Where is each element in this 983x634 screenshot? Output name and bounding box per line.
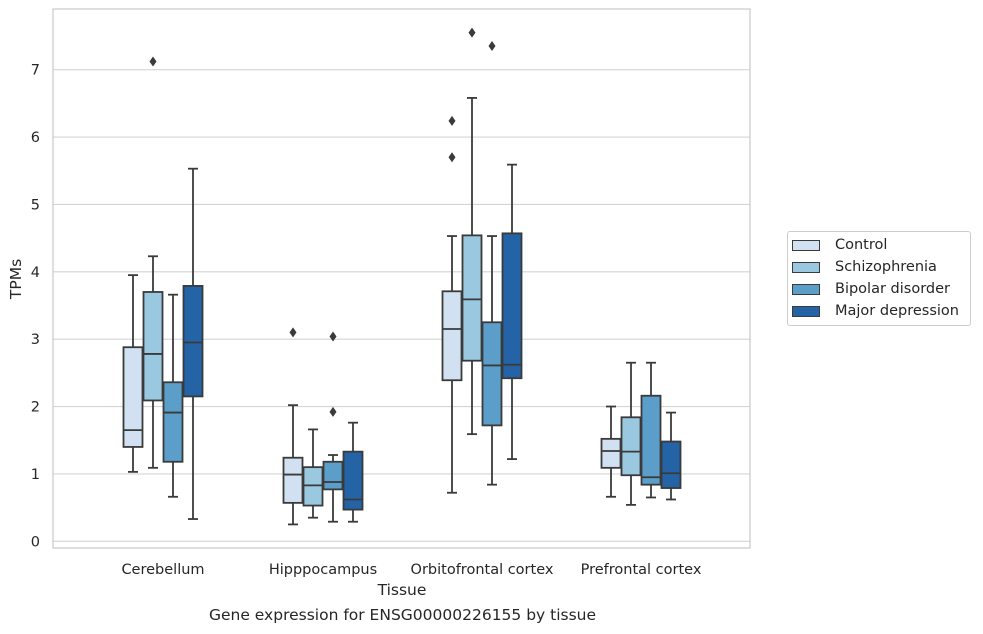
- y-tick-label-0: 0: [31, 534, 40, 550]
- x-tick-labels: Cerebellum Hipppocampus Orbitofrontal cort…: [121, 562, 701, 578]
- x-tick-label-cerebellum: Cerebellum: [121, 562, 204, 578]
- outlier-point: [468, 27, 476, 38]
- outlier-point: [289, 327, 297, 338]
- y-tick-labels: 0 1 2 3 4 5 6 7: [31, 63, 40, 551]
- box-body: [640, 394, 662, 486]
- legend-label-major-depression: Major depression: [835, 303, 959, 319]
- y-tick-label-2: 2: [31, 400, 40, 416]
- box-body: [600, 437, 622, 469]
- box-control-cerebellum: [122, 274, 144, 473]
- x-axis-label: Tissue: [377, 581, 427, 599]
- y-tick-label-7: 7: [31, 63, 40, 79]
- box-body: [660, 440, 682, 489]
- box-body: [461, 234, 483, 362]
- x-tick-label-hipppocampus: Hipppocampus: [269, 562, 377, 578]
- legend-label-bipolar-disorder: Bipolar disorder: [835, 281, 950, 297]
- y-axis-label: TPMs: [7, 259, 25, 300]
- legend: Control Schizophrenia Bipolar disorder M…: [787, 231, 971, 326]
- box-schizophrenia-cerebellum: [142, 56, 164, 469]
- box-schizophrenia-hipppocampus: [302, 428, 324, 519]
- legend-swatch-bipolar-disorder: [792, 283, 820, 295]
- box-body: [162, 381, 184, 463]
- box-body: [122, 346, 144, 448]
- plot-frame: [52, 8, 751, 549]
- box-body: [620, 416, 642, 477]
- legend-item-schizophrenia: Schizophrenia: [792, 257, 937, 277]
- legend-swatch-major-depression: [792, 305, 820, 317]
- y-tick-label-1: 1: [31, 467, 40, 483]
- legend-item-major-depression: Major depression: [792, 301, 959, 321]
- box-control-orbitofrontal-cortex: [441, 115, 463, 494]
- outlier-point: [448, 152, 456, 163]
- box-control-prefrontal-cortex: [600, 405, 622, 498]
- outlier-point: [149, 56, 157, 67]
- box-body: [282, 456, 304, 504]
- box-body: [481, 321, 503, 427]
- legend-item-bipolar-disorder: Bipolar disorder: [792, 279, 950, 299]
- legend-item-control: Control: [792, 235, 887, 255]
- y-tick-label-6: 6: [31, 130, 40, 146]
- box-bipolar-disorder-cerebellum: [162, 293, 184, 498]
- legend-swatch-schizophrenia: [792, 261, 820, 273]
- legend-label-schizophrenia: Schizophrenia: [835, 259, 937, 275]
- box-body: [322, 460, 344, 491]
- box-body: [142, 291, 164, 402]
- box-major-depression-orbitofrontal-cortex: [501, 163, 523, 460]
- outlier-point: [448, 115, 456, 126]
- box-schizophrenia-prefrontal-cortex: [620, 361, 642, 506]
- box-plot-marks: [122, 27, 682, 526]
- box-control-hipppocampus: [282, 327, 304, 526]
- x-tick-label-orbitofrontal-cortex: Orbitofrontal cortex: [411, 562, 554, 578]
- box-bipolar-disorder-orbitofrontal-cortex: [481, 41, 503, 486]
- box-major-depression-prefrontal-cortex: [660, 411, 682, 501]
- outlier-point: [488, 41, 496, 52]
- legend-label-control: Control: [835, 237, 888, 253]
- legend-swatch-control: [792, 239, 820, 251]
- y-tick-label-3: 3: [31, 332, 40, 348]
- y-tick-label-4: 4: [31, 265, 40, 281]
- box-schizophrenia-orbitofrontal-cortex: [461, 27, 483, 436]
- box-body: [441, 290, 463, 382]
- box-major-depression-cerebellum: [182, 167, 204, 520]
- outlier-point: [329, 406, 337, 417]
- y-tick-label-5: 5: [31, 197, 40, 213]
- box-body: [342, 450, 364, 511]
- x-tick-label-prefrontal-cortex: Prefrontal cortex: [581, 562, 702, 578]
- outlier-point: [329, 331, 337, 342]
- box-body: [182, 285, 204, 398]
- box-bipolar-disorder-prefrontal-cortex: [640, 361, 662, 499]
- box-body: [302, 466, 324, 507]
- figure-caption: Gene expression for ENSG00000226155 by t…: [208, 606, 597, 624]
- box-major-depression-hipppocampus: [342, 421, 364, 523]
- box-bipolar-disorder-hipppocampus: [322, 331, 344, 523]
- box-body: [501, 232, 523, 380]
